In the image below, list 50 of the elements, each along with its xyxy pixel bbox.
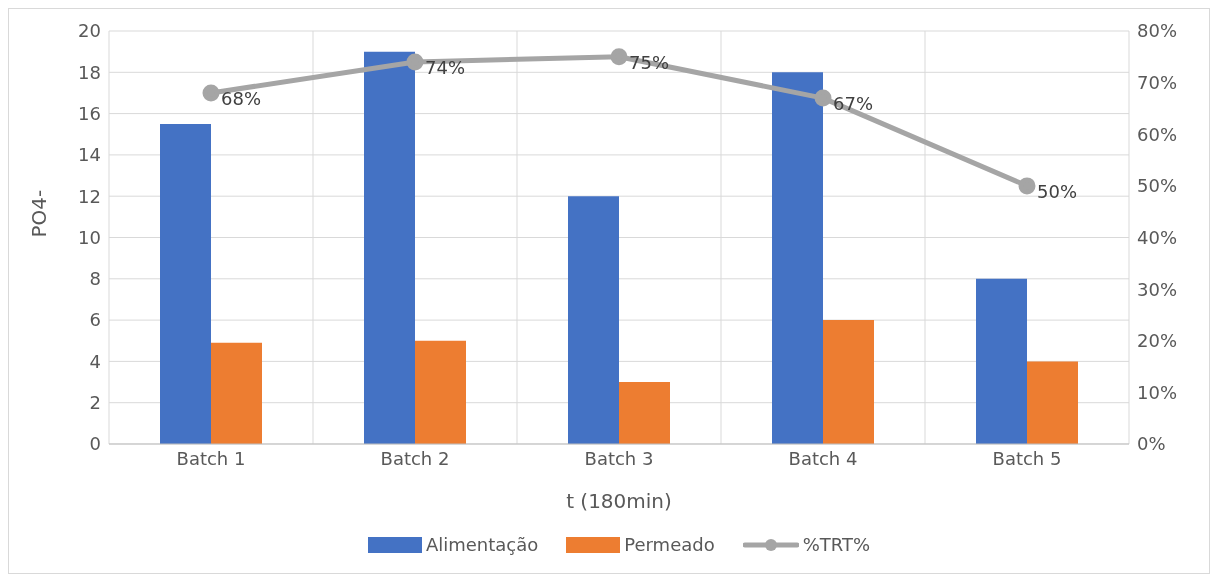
point: [406, 53, 424, 71]
x-tick-label: Batch 5: [992, 447, 1062, 469]
point: [1018, 177, 1036, 195]
y-tick-label: 2: [89, 392, 101, 414]
data-label: 75%: [629, 51, 670, 73]
point: [202, 84, 220, 102]
legend-label: Alimentação: [425, 534, 539, 555]
y2-tick-label: 80%: [1137, 20, 1178, 42]
x-axis-title: t (180min): [566, 489, 672, 514]
bar: [823, 320, 874, 444]
bar: [619, 382, 670, 444]
y-tick-label: 8: [89, 268, 101, 290]
legend-label: Permeado: [624, 534, 715, 555]
bar: [160, 123, 211, 444]
data-label: 50%: [1037, 180, 1078, 202]
y-axis-title: PO4-: [27, 189, 52, 238]
y-tick-label: 20: [78, 20, 101, 42]
x-tick-label: Batch 4: [788, 447, 858, 469]
bar: [211, 342, 262, 444]
bar: [415, 340, 466, 444]
legend-label: %TRT%: [802, 534, 871, 555]
y-tick-label: 10: [78, 226, 101, 248]
bar: [364, 51, 415, 444]
point: [610, 48, 628, 66]
bar: [1027, 361, 1078, 444]
y2-tick-label: 0%: [1137, 433, 1166, 455]
data-label: 67%: [833, 93, 874, 115]
y2-tick-label: 60%: [1137, 123, 1178, 145]
x-tick-label: Batch 1: [176, 447, 246, 469]
y2-tick-label: 40%: [1137, 226, 1178, 248]
y2-tick-label: 10%: [1137, 381, 1178, 403]
y-tick-label: 18: [78, 61, 101, 83]
y-tick-label: 4: [89, 350, 101, 372]
x-tick-label: Batch 2: [380, 447, 450, 469]
y2-tick-label: 70%: [1137, 72, 1178, 94]
y-tick-label: 16: [78, 102, 101, 124]
y2-tick-label: 50%: [1137, 175, 1178, 197]
y-tick-label: 14: [78, 144, 101, 166]
y2-tick-label: 20%: [1137, 330, 1178, 352]
x-tick-label: Batch 3: [584, 447, 654, 469]
bar: [568, 196, 619, 444]
bar: [976, 278, 1027, 444]
y-tick-label: 6: [89, 309, 101, 331]
data-label: 74%: [425, 56, 466, 78]
y-tick-label: 12: [78, 185, 101, 207]
y2-tick-label: 30%: [1137, 278, 1178, 300]
y-tick-label: 0: [89, 433, 101, 455]
point: [814, 89, 832, 107]
bar: [772, 72, 823, 444]
data-label: 68%: [221, 87, 262, 109]
